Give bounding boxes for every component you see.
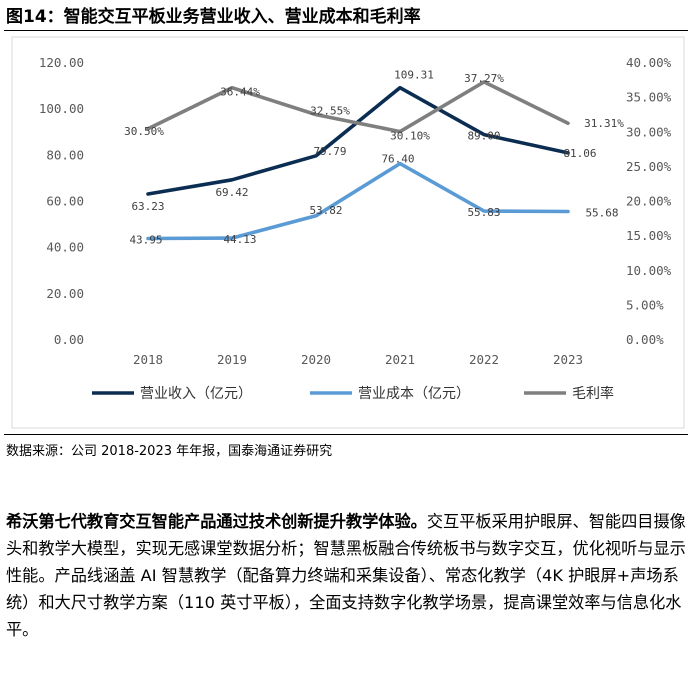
data-label-series-3: 37.27% xyxy=(464,72,504,85)
paragraph-lead: 希沃第七代教育交互智能产品通过技术创新提升教学体验。 xyxy=(6,512,427,531)
legend-label-2: 营业成本（亿元） xyxy=(358,386,470,402)
right-axis-tick-label: 20.00% xyxy=(626,194,672,209)
x-axis-tick-label: 2021 xyxy=(385,352,415,367)
series-line-1 xyxy=(146,85,570,196)
data-label-series-1: 69.42 xyxy=(215,186,248,199)
right-axis-tick-label: 30.00% xyxy=(626,124,672,139)
right-axis-tick-label: 35.00% xyxy=(626,90,672,105)
legend-label-3: 毛利率 xyxy=(572,385,614,402)
data-label-series-1: 63.23 xyxy=(131,200,164,213)
data-label-series-3: 30.50% xyxy=(124,125,164,138)
x-axis-tick-label: 2018 xyxy=(133,352,163,367)
left-axis-tick-label: 120.00 xyxy=(39,55,84,70)
right-axis-tick-label: 5.00% xyxy=(626,297,664,312)
x-axis-tick-label: 2019 xyxy=(217,352,247,367)
data-label-series-1: 89.00 xyxy=(467,130,500,143)
series-line-3 xyxy=(146,80,570,134)
data-label-series-1: 79.79 xyxy=(313,145,346,158)
data-label-series-1: 109.31 xyxy=(394,69,434,82)
data-label-series-3: 30.10% xyxy=(390,130,430,143)
data-label-series-3: 36.44% xyxy=(220,86,260,99)
figure-title: 图14：智能交互平板业务营业收入、营业成本和毛利率 xyxy=(6,7,421,27)
data-label-series-1: 81.06 xyxy=(563,147,596,160)
right-axis-tick-label: 15.00% xyxy=(626,228,672,243)
x-axis-tick-label: 2023 xyxy=(553,352,583,367)
data-label-series-3: 31.31% xyxy=(584,117,624,130)
data-label-series-2: 55.68 xyxy=(585,206,618,219)
data-label-series-2: 53.82 xyxy=(309,204,342,217)
right-axis-tick-label: 40.00% xyxy=(626,55,672,70)
source-note: 数据来源：公司 2018-2023 年年报，国泰海通证券研究 xyxy=(6,444,333,459)
data-label-series-2: 55.83 xyxy=(467,206,500,219)
x-axis-tick-label: 2020 xyxy=(301,352,331,367)
chart-border xyxy=(11,36,685,429)
legend-label-1: 营业收入（亿元） xyxy=(140,386,252,402)
right-axis-tick-label: 10.00% xyxy=(626,263,672,278)
right-axis-tick-label: 0.00% xyxy=(626,332,664,347)
top-rule xyxy=(4,30,688,31)
right-axis-tick-label: 25.00% xyxy=(626,159,672,174)
data-label-series-2: 43.95 xyxy=(129,234,162,247)
left-axis-tick-label: 100.00 xyxy=(39,101,84,116)
bottom-rule xyxy=(4,434,688,435)
left-axis-tick-label: 80.00 xyxy=(46,147,84,162)
left-axis-tick-label: 20.00 xyxy=(46,286,84,301)
data-label-series-2: 44.13 xyxy=(223,233,256,246)
body-paragraph: 希沃第七代教育交互智能产品通过技术创新提升教学体验。交互平板采用护眼屏、智能四目… xyxy=(6,508,688,643)
x-axis-tick-label: 2022 xyxy=(469,352,499,367)
left-axis-tick-label: 40.00 xyxy=(46,240,84,255)
paragraph-body: 交互平板采用护眼屏、智能四目摄像头和教学大模型，实现无感课堂数据分析；智慧黑板融… xyxy=(6,512,686,639)
data-label-series-3: 32.55% xyxy=(310,105,350,118)
left-axis-tick-label: 0.00 xyxy=(54,332,84,347)
series-line-2 xyxy=(146,161,570,241)
left-axis-tick-label: 60.00 xyxy=(46,194,84,209)
revenue-cost-margin-chart: 0.00 20.00 40.00 60.00 80.00 100.00 120.00 0.00… xyxy=(11,36,685,429)
data-label-series-2: 76.40 xyxy=(381,153,414,166)
